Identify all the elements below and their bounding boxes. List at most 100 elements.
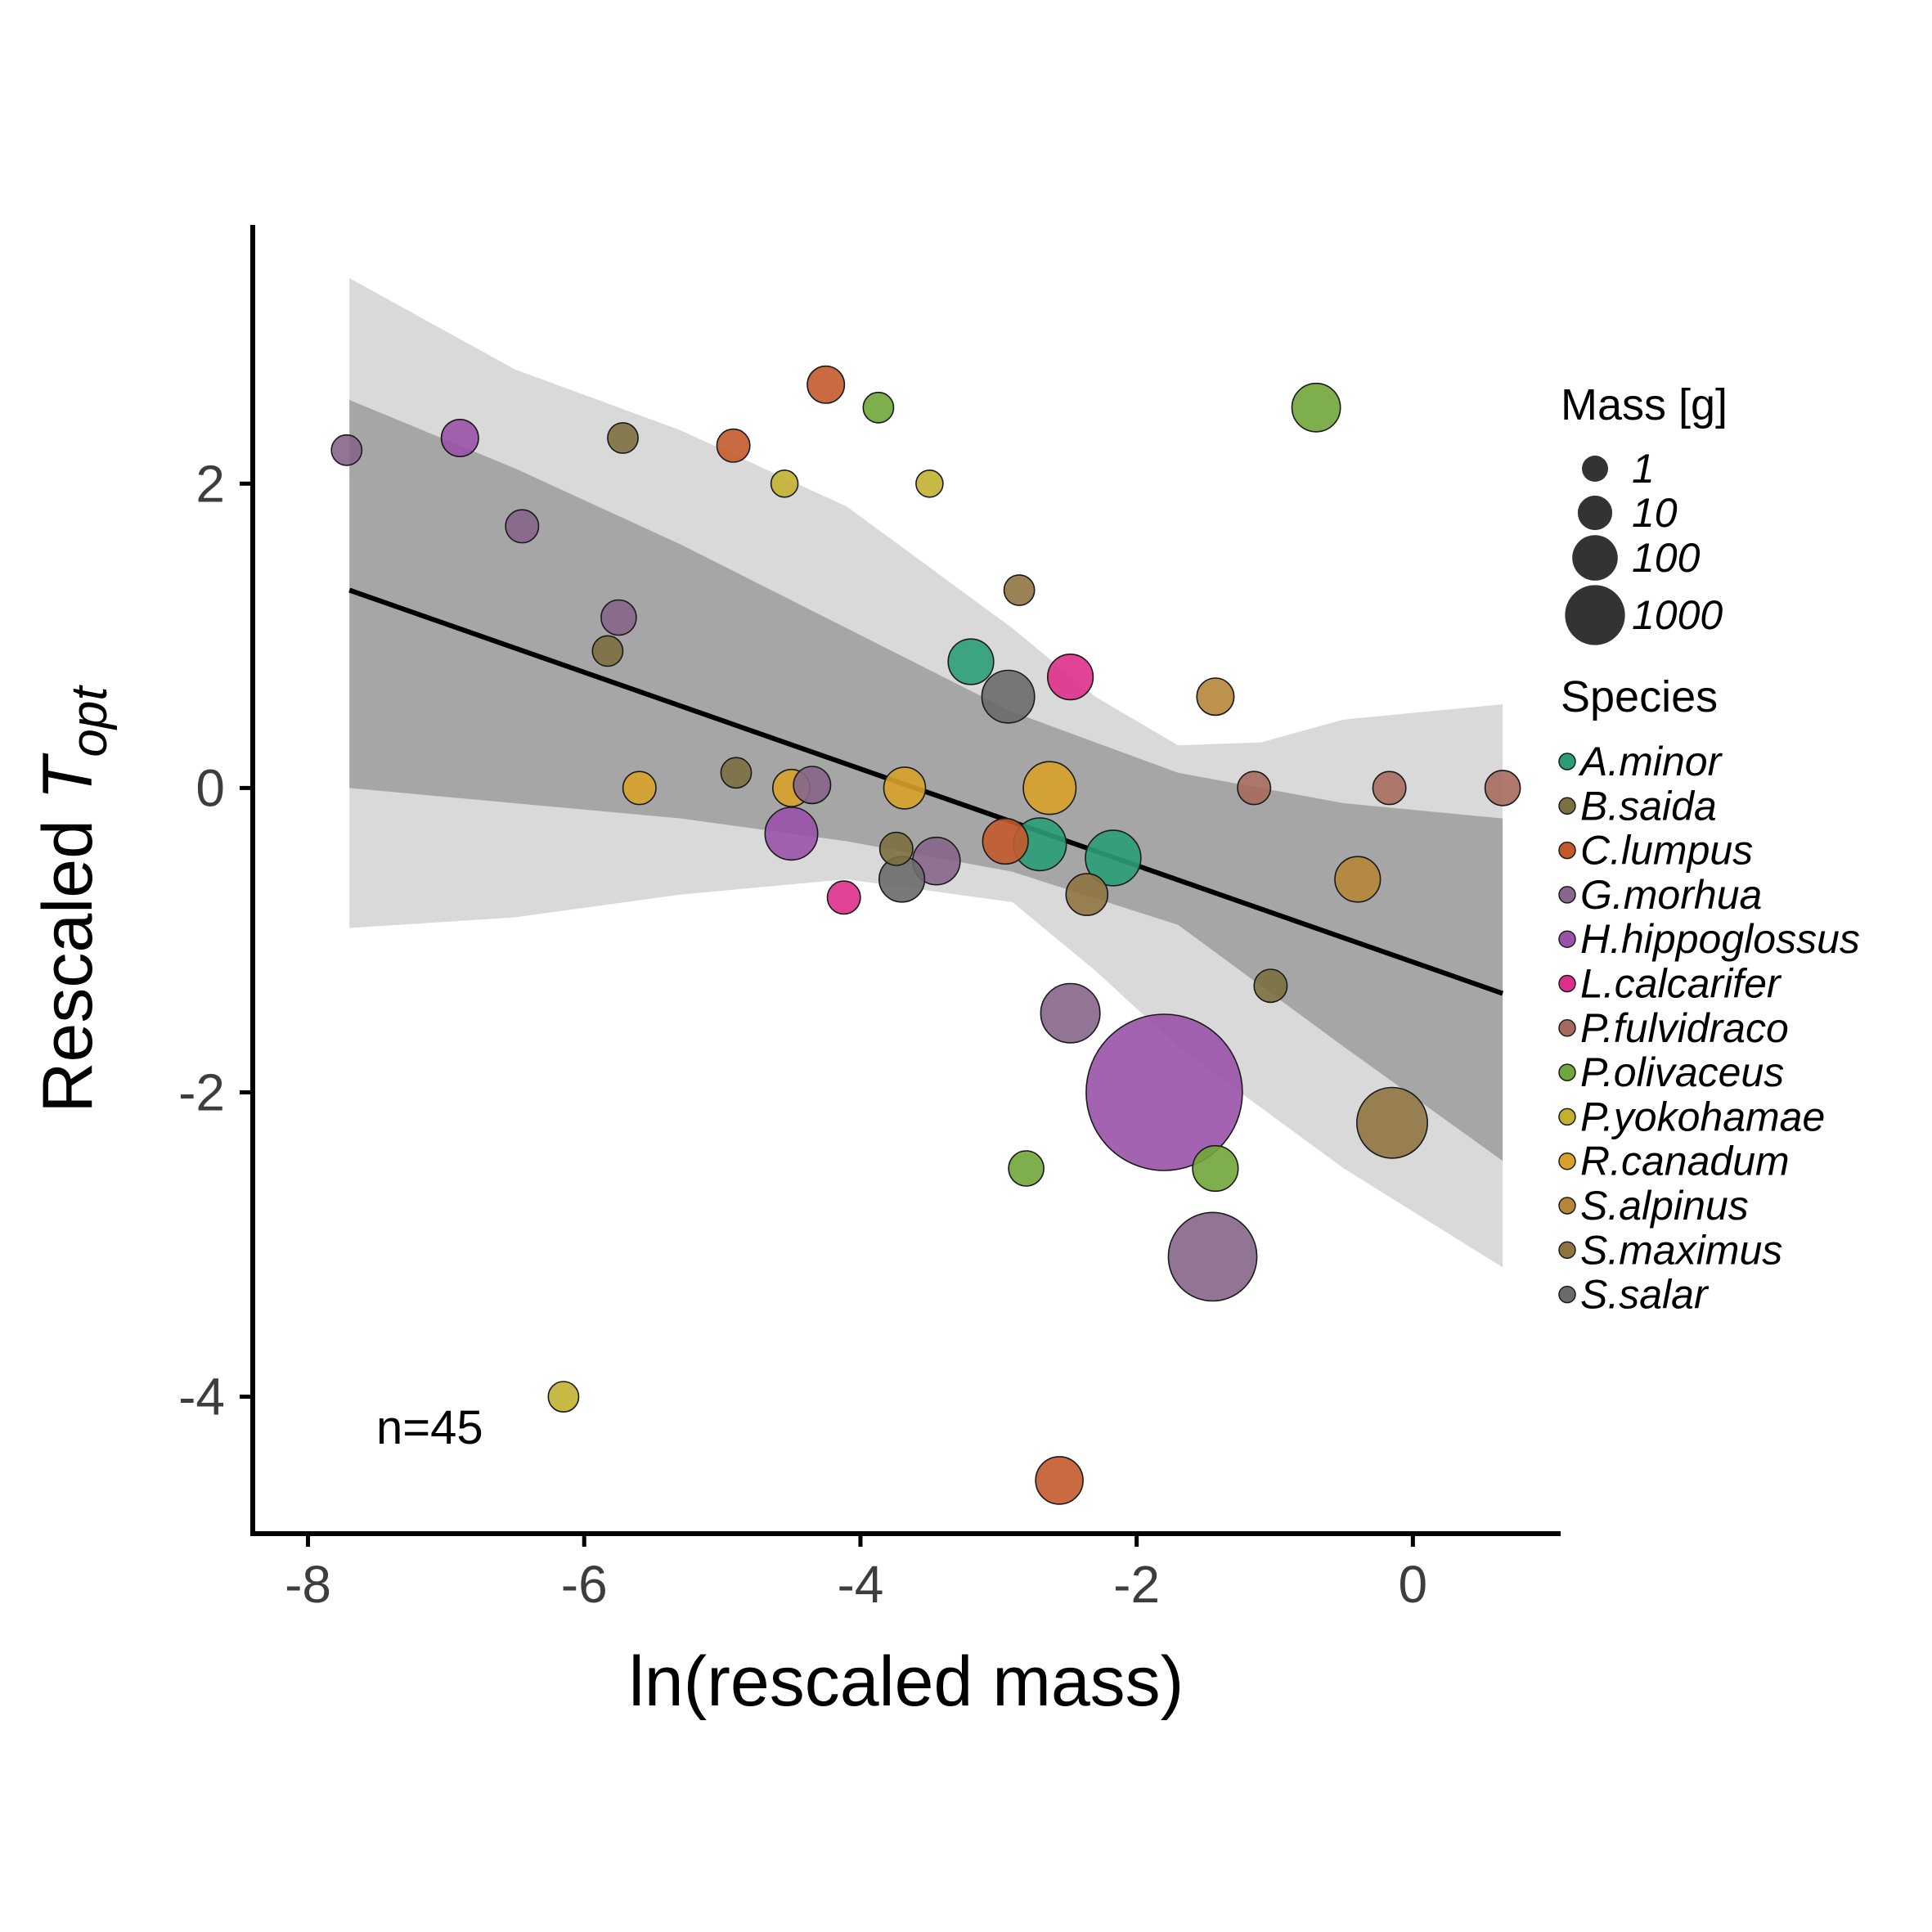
species-legend-key [1558,1197,1576,1215]
data-point [1046,653,1094,701]
data-point [764,806,819,861]
species-legend-label: B.saida [1580,783,1717,829]
data-point [806,365,846,404]
data-point [1372,771,1407,806]
data-point [1008,1150,1045,1187]
species-legend: Species A.minorB.saidaC.lumpusG.morhuaH.… [1558,672,1860,1318]
regression-line-group [348,587,1504,996]
data-point [826,880,861,915]
data-point [1237,771,1272,806]
regression-line [348,587,1504,996]
x-tick-label: -6 [561,1555,608,1614]
data-point [982,817,1029,865]
species-legend-title: Species [1561,672,1718,721]
species-legend-label: L.calcarifer [1580,961,1782,1007]
data-point [330,434,363,466]
y-axis-title-subscript: opt [61,685,118,757]
data-point [1022,761,1077,815]
data-point [1035,1456,1084,1505]
mass-legend-key [1582,456,1608,482]
data-point [793,766,832,805]
data-point [862,391,895,424]
species-legend-key [1558,841,1576,860]
data-point [607,422,639,454]
species-legend-key [1558,1063,1576,1081]
data-point [547,1381,580,1413]
y-axis-ticks: 2 0 -2 -4 [178,454,253,1427]
species-legend-key [1558,1019,1576,1037]
data-point [716,428,751,463]
x-tick-label: -2 [1113,1555,1160,1614]
data-point [1167,1211,1258,1302]
data-point [981,669,1036,724]
data-point [770,469,799,498]
x-tick-label: -4 [837,1555,883,1614]
y-tick-label: 2 [195,454,225,513]
species-legend-key [1558,886,1576,904]
inner-confidence-band [349,400,1503,1161]
data-point [915,469,944,498]
species-legend-key [1558,1152,1576,1170]
mass-legend-key [1565,585,1625,645]
data-point [1085,829,1142,887]
species-legend-key [1558,1108,1576,1126]
data-point [1253,968,1288,1004]
mass-legend-label: 10 [1632,490,1678,536]
species-legend-key [1558,1241,1576,1260]
data-point [720,757,753,789]
y-axis-title-main: Rescaled [29,800,107,1112]
data-point [1356,1086,1429,1159]
data-points [330,365,1521,1505]
species-legend-key [1558,930,1576,948]
data-point [1003,574,1036,606]
x-axis-ticks: -8 -6 -4 -2 0 [285,1534,1427,1614]
species-legend-key [1558,753,1576,771]
y-tick-label: -4 [178,1368,225,1427]
species-legend-label: P.yokohamae [1580,1094,1825,1139]
species-legend-label: H.hippoglossus [1580,916,1860,962]
mass-legend-label: 1 [1632,446,1655,492]
y-tick-label: 0 [195,758,225,817]
data-point [1291,382,1341,433]
data-point [883,766,927,810]
y-axis-title-symbol: T [29,753,107,800]
data-point [1085,1013,1243,1171]
species-legend-label: P.olivaceus [1580,1049,1784,1095]
sample-size-annotation: n=45 [376,1401,483,1454]
data-point [440,418,479,457]
mass-legend-label: 100 [1632,535,1701,581]
species-legend-key [1558,1285,1576,1304]
data-point [1196,677,1235,717]
species-legend-key [1558,797,1576,815]
species-legend-label: R.canadum [1580,1139,1790,1184]
species-legend-label: P.fulvidraco [1580,1005,1789,1051]
data-point [600,599,637,636]
species-legend-label: G.morhua [1580,872,1762,918]
confidence-bands [349,278,1503,1268]
data-point [1334,856,1382,903]
x-tick-label: -8 [285,1555,331,1614]
y-axis-title: Rescaled Topt [29,685,118,1113]
data-point [505,509,540,544]
x-tick-label: 0 [1399,1555,1428,1614]
data-point [878,831,914,866]
axes [250,225,1561,1536]
species-legend-label: S.alpinus [1580,1183,1749,1229]
species-legend-label: S.salar [1580,1272,1710,1318]
species-legend-label: A.minor [1578,739,1723,784]
data-point [622,771,657,806]
data-point [591,635,624,667]
x-axis-title: ln(rescaled mass) [629,1642,1184,1721]
data-point [947,638,995,685]
mass-legend-key [1577,495,1613,531]
data-point [1484,770,1521,806]
species-legend-key [1558,974,1576,993]
data-point [1192,1144,1239,1193]
data-point [1040,982,1101,1044]
species-legend-label: S.maximus [1580,1227,1782,1273]
mass-legend-label: 1000 [1632,592,1723,638]
y-tick-label: -2 [178,1063,225,1121]
mass-legend-key [1572,535,1618,581]
